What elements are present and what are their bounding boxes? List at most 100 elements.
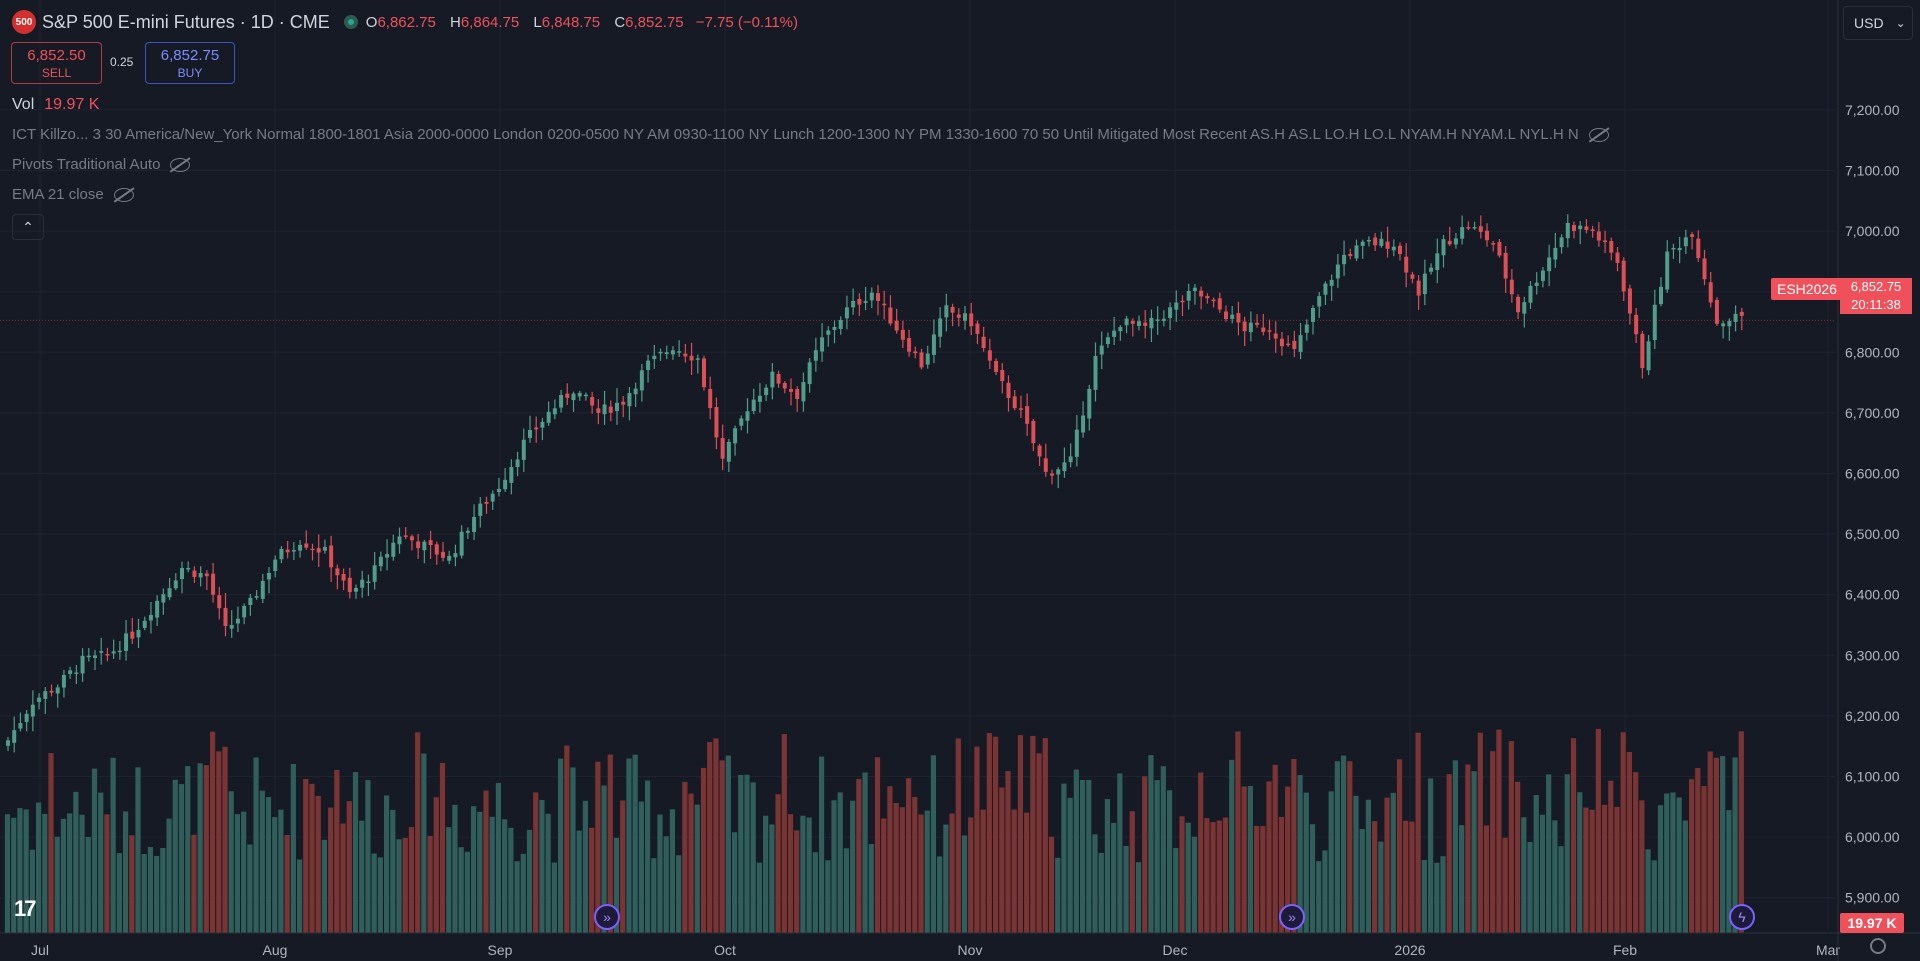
volume-bar bbox=[464, 851, 470, 933]
candle-body bbox=[1255, 322, 1260, 325]
vol-legend[interactable]: Vol 19.97 K bbox=[12, 96, 100, 113]
volume-bar bbox=[570, 767, 576, 933]
volume-bar bbox=[1626, 751, 1633, 933]
volume-bar bbox=[1154, 780, 1160, 933]
hidden-eye-icon[interactable] bbox=[113, 187, 134, 202]
volume-bar bbox=[477, 811, 483, 933]
x-tick-label: Jul bbox=[31, 942, 49, 958]
volume-bar bbox=[1502, 837, 1508, 933]
tradingview-logo-icon[interactable]: 17 bbox=[14, 896, 36, 921]
volume-bar bbox=[191, 834, 197, 933]
symbol-title[interactable]: S&P 500 E-mini Futures · 1D · CME bbox=[42, 11, 330, 32]
candle-body bbox=[24, 713, 29, 723]
volume-bar bbox=[122, 811, 129, 933]
volume-bar bbox=[446, 827, 452, 933]
ict-killzones-legend[interactable]: ICT Killzo... 3 30 America/New_York Norm… bbox=[12, 126, 1609, 143]
volume-bar bbox=[1229, 759, 1235, 933]
candle-body bbox=[559, 394, 564, 408]
candle-body bbox=[1503, 252, 1508, 279]
symbol-logo-icon[interactable]: 500 bbox=[12, 10, 36, 34]
candle-body bbox=[658, 351, 663, 354]
candle-body bbox=[1559, 237, 1564, 248]
volume-bar bbox=[1340, 755, 1347, 933]
candle-body bbox=[211, 573, 216, 595]
volume-bar bbox=[676, 855, 682, 933]
volume-bar bbox=[1334, 761, 1340, 933]
collapse-legend-button[interactable]: ⌃ bbox=[12, 214, 44, 240]
volume-bar bbox=[60, 818, 67, 933]
volume-bar bbox=[1726, 810, 1732, 933]
volume-bar bbox=[1521, 817, 1527, 933]
hidden-eye-icon[interactable] bbox=[1588, 127, 1609, 142]
candle-body bbox=[347, 577, 352, 593]
volume-bar bbox=[1583, 807, 1589, 933]
arrow-event-icon[interactable]: » bbox=[594, 904, 620, 930]
candle-body bbox=[360, 579, 365, 588]
candle-body bbox=[111, 651, 116, 654]
candle-body bbox=[1721, 323, 1726, 327]
candle-body bbox=[1230, 314, 1235, 319]
volume-bar bbox=[1285, 786, 1291, 933]
arrow-event-icon[interactable]: » bbox=[1279, 904, 1305, 930]
candle-body bbox=[1646, 341, 1651, 371]
candle-body bbox=[602, 404, 607, 415]
candle-body bbox=[1012, 396, 1017, 409]
volume-bar bbox=[1017, 735, 1024, 933]
candle-body bbox=[1286, 343, 1291, 346]
candle-body bbox=[919, 352, 924, 368]
volume-bar bbox=[1042, 738, 1048, 933]
volume-bar bbox=[862, 772, 868, 933]
hidden-eye-icon[interactable] bbox=[170, 157, 191, 172]
volume-bar bbox=[1670, 792, 1676, 933]
volume-bar bbox=[955, 738, 961, 933]
candle-body bbox=[1665, 251, 1670, 290]
volume-bar bbox=[1079, 780, 1086, 933]
y-tick-label: 6,300.00 bbox=[1845, 647, 1900, 663]
volume-bar bbox=[651, 858, 657, 933]
candle-body bbox=[1366, 239, 1371, 242]
candle-body bbox=[74, 672, 79, 674]
symbol-price-tag: ESH2026 bbox=[1771, 278, 1843, 300]
candle-body bbox=[217, 595, 222, 609]
volume-bar bbox=[352, 772, 359, 933]
pivots-legend[interactable]: Pivots Traditional Auto bbox=[12, 156, 191, 173]
sell-button[interactable]: 6,852.50 SELL bbox=[11, 42, 102, 84]
candle-body bbox=[453, 553, 458, 558]
volume-bar bbox=[725, 755, 731, 933]
candle-body bbox=[30, 704, 35, 717]
currency-select[interactable]: USD ⌄ bbox=[1843, 6, 1913, 40]
volume-bar bbox=[1253, 825, 1260, 933]
candle-body bbox=[1441, 239, 1446, 256]
lightning-event-icon[interactable]: ϟ bbox=[1729, 904, 1755, 930]
settings-gear-icon[interactable] bbox=[1870, 938, 1886, 954]
y-tick-label: 6,000.00 bbox=[1845, 829, 1900, 845]
volume-bar bbox=[763, 815, 769, 933]
volume-bar bbox=[1291, 758, 1297, 933]
volume-bar bbox=[974, 746, 980, 933]
candle-body bbox=[1603, 240, 1608, 242]
volume-bar bbox=[713, 738, 719, 933]
candle-body bbox=[1025, 406, 1030, 424]
buy-button[interactable]: 6,852.75 BUY bbox=[145, 42, 235, 84]
volume-bar bbox=[247, 844, 253, 933]
candle-body bbox=[702, 358, 706, 388]
volume-bar bbox=[390, 809, 396, 933]
ema-legend[interactable]: EMA 21 close bbox=[12, 186, 134, 203]
candle-body bbox=[1248, 322, 1253, 333]
candle-body bbox=[304, 543, 309, 548]
volume-bar bbox=[222, 746, 228, 933]
volume-bar bbox=[1738, 731, 1744, 933]
market-status-icon[interactable] bbox=[343, 15, 358, 29]
volume-bar bbox=[1353, 795, 1359, 933]
y-tick-label: 6,200.00 bbox=[1845, 708, 1900, 724]
candle-body bbox=[1112, 330, 1117, 337]
volume-bar bbox=[1098, 852, 1104, 933]
volume-bar bbox=[514, 861, 520, 933]
candle-body bbox=[186, 568, 191, 570]
volume-bar bbox=[309, 783, 315, 933]
candle-body bbox=[1161, 318, 1166, 321]
volume-bar bbox=[1409, 821, 1415, 933]
volume-bar bbox=[452, 804, 458, 933]
